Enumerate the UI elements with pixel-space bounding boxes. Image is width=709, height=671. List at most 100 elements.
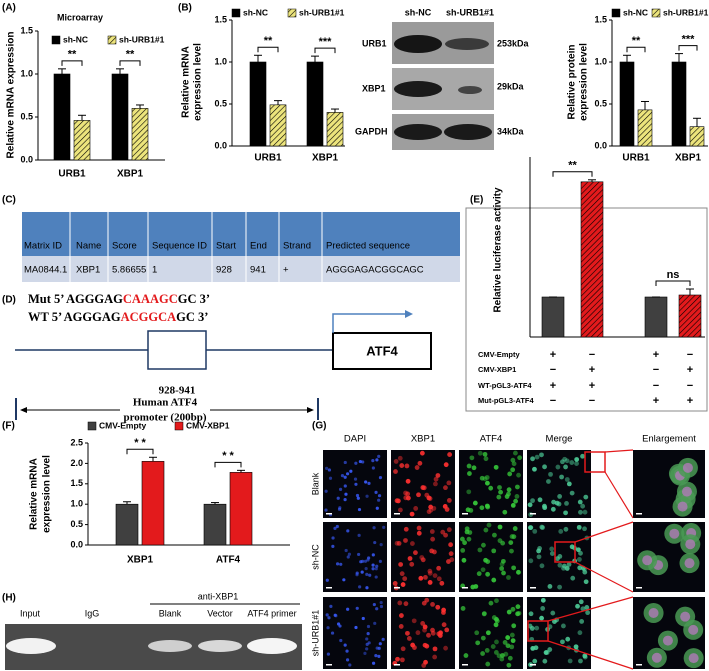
cell (366, 632, 370, 636)
protein-label: GAPDH (355, 126, 388, 136)
cell (543, 650, 549, 655)
cell (374, 575, 378, 579)
table-header-cell: Predicted sequence (326, 241, 410, 252)
cell (557, 584, 562, 590)
cell (333, 526, 337, 530)
zoom-line (547, 640, 634, 670)
cell (426, 632, 431, 638)
cell (540, 606, 546, 611)
cell (481, 542, 486, 548)
y-axis-label: expression level (193, 43, 204, 121)
cell (330, 631, 335, 635)
seq-part: Mut 5’ AGGGAG (28, 292, 123, 306)
cell (325, 466, 329, 470)
nucleus (648, 608, 659, 619)
condition-mark: − (687, 380, 693, 392)
y-tick-label: 1.0 (20, 68, 33, 78)
cell (410, 541, 415, 546)
x-tick-label: XBP1 (675, 153, 702, 164)
cell (443, 462, 449, 468)
bar (644, 296, 668, 338)
cell (355, 493, 360, 498)
significance-label: ** (632, 35, 641, 47)
cell (578, 550, 583, 556)
cell (502, 640, 508, 645)
cell (460, 548, 466, 553)
cell (363, 651, 367, 656)
cell (397, 507, 403, 513)
y-axis-label: Relative mRNA (29, 458, 40, 530)
cell (537, 497, 543, 503)
cell (510, 638, 516, 644)
significance-bracket (119, 60, 141, 66)
bar (541, 296, 565, 338)
cell (471, 465, 477, 471)
cell (375, 564, 379, 568)
cell (564, 500, 569, 506)
cell (528, 558, 534, 564)
y-tick-label: 1.5 (20, 25, 33, 35)
caption: promoter (200bp) (123, 412, 206, 424)
cell (577, 630, 583, 636)
significance-label: * * (134, 437, 146, 449)
tss-arrow (332, 313, 405, 333)
cell (416, 530, 422, 536)
cell (510, 606, 516, 612)
condition-mark: + (687, 395, 693, 407)
cell (527, 623, 533, 629)
bar (689, 126, 705, 147)
cell (476, 571, 482, 577)
cell (346, 555, 350, 559)
cell (508, 540, 514, 546)
cell (436, 576, 442, 582)
legend-label: sh-NC (623, 7, 648, 17)
cell (364, 567, 368, 571)
cell (354, 461, 358, 465)
y-axis-label: expression level (42, 455, 53, 533)
cell (382, 525, 386, 529)
cell (477, 547, 483, 553)
channel-label: XBP1 (411, 434, 435, 445)
y-tick-label: 0.0 (214, 140, 227, 150)
y-tick-label: 0.0 (20, 154, 33, 164)
cell (421, 485, 427, 491)
cell (575, 603, 580, 609)
cell (404, 463, 410, 469)
channel-label: Merge (546, 434, 573, 445)
cell (327, 616, 331, 620)
cell (381, 637, 385, 641)
cell (511, 623, 517, 629)
cell (448, 551, 454, 557)
legend-label: CMV-Empty (99, 420, 147, 430)
cell (499, 561, 505, 567)
legend-swatch (651, 8, 661, 18)
cell (511, 534, 517, 540)
significance-label: ** (264, 35, 273, 47)
cell (505, 643, 511, 649)
cell (479, 475, 485, 481)
scale-bar (636, 587, 642, 589)
cell (358, 585, 362, 589)
cell (357, 507, 362, 512)
cell (443, 485, 448, 491)
table-header-cell: Name (76, 241, 101, 252)
cell (582, 653, 588, 659)
scale-bar (394, 587, 400, 589)
cell (470, 584, 476, 590)
cell (532, 658, 538, 664)
table-cell: 5.86655 (112, 265, 146, 276)
cell (563, 510, 568, 516)
cell (477, 450, 483, 456)
scale-bar (462, 587, 468, 589)
error-bar (588, 179, 596, 182)
cell (324, 489, 328, 493)
table-cell: 1 (152, 265, 157, 276)
legend-swatch (231, 8, 241, 18)
cell (485, 504, 491, 510)
cell (419, 555, 425, 560)
bar (131, 108, 149, 161)
nucleus (688, 624, 699, 635)
cell (422, 624, 428, 630)
cell (511, 565, 517, 571)
cell (513, 450, 518, 456)
